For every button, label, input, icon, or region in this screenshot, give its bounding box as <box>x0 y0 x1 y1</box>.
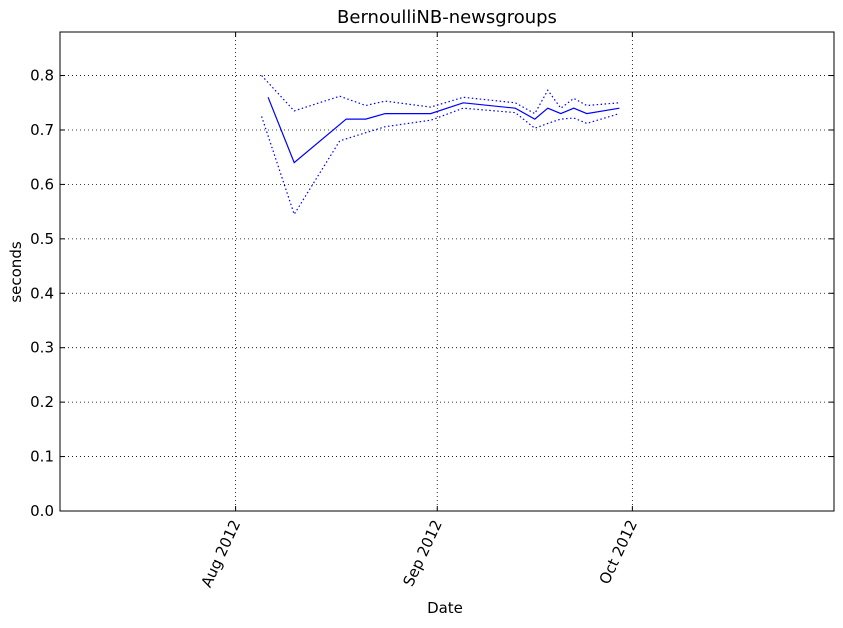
x-axis-ticks: Aug 2012 Sep 2012 Oct 2012 <box>197 32 641 590</box>
x-axis-label: Date <box>427 599 463 617</box>
y-tick-label: 0.7 <box>30 121 54 139</box>
y-tick-label: 0.2 <box>30 393 54 411</box>
grid <box>60 32 834 511</box>
chart-title: BernoulliNB-newsgroups <box>337 7 557 28</box>
y-tick-label: 0.5 <box>30 230 54 248</box>
x-tick-label: Oct 2012 <box>596 517 641 587</box>
y-tick-label: 0.1 <box>30 448 54 466</box>
x-tick-label: Aug 2012 <box>197 517 244 590</box>
y-tick-label: 0.0 <box>30 502 54 520</box>
x-tick-label: Sep 2012 <box>399 517 445 589</box>
y-tick-label: 0.4 <box>30 284 54 302</box>
y-tick-label: 0.3 <box>30 339 54 357</box>
plot-area-frame <box>60 32 834 511</box>
series-lines <box>262 76 620 215</box>
y-tick-label: 0.6 <box>30 175 54 193</box>
series-line-bound <box>262 108 620 214</box>
y-tick-label: 0.8 <box>30 67 54 85</box>
series-line-bound <box>262 76 620 114</box>
y-axis-label: seconds <box>7 241 25 302</box>
